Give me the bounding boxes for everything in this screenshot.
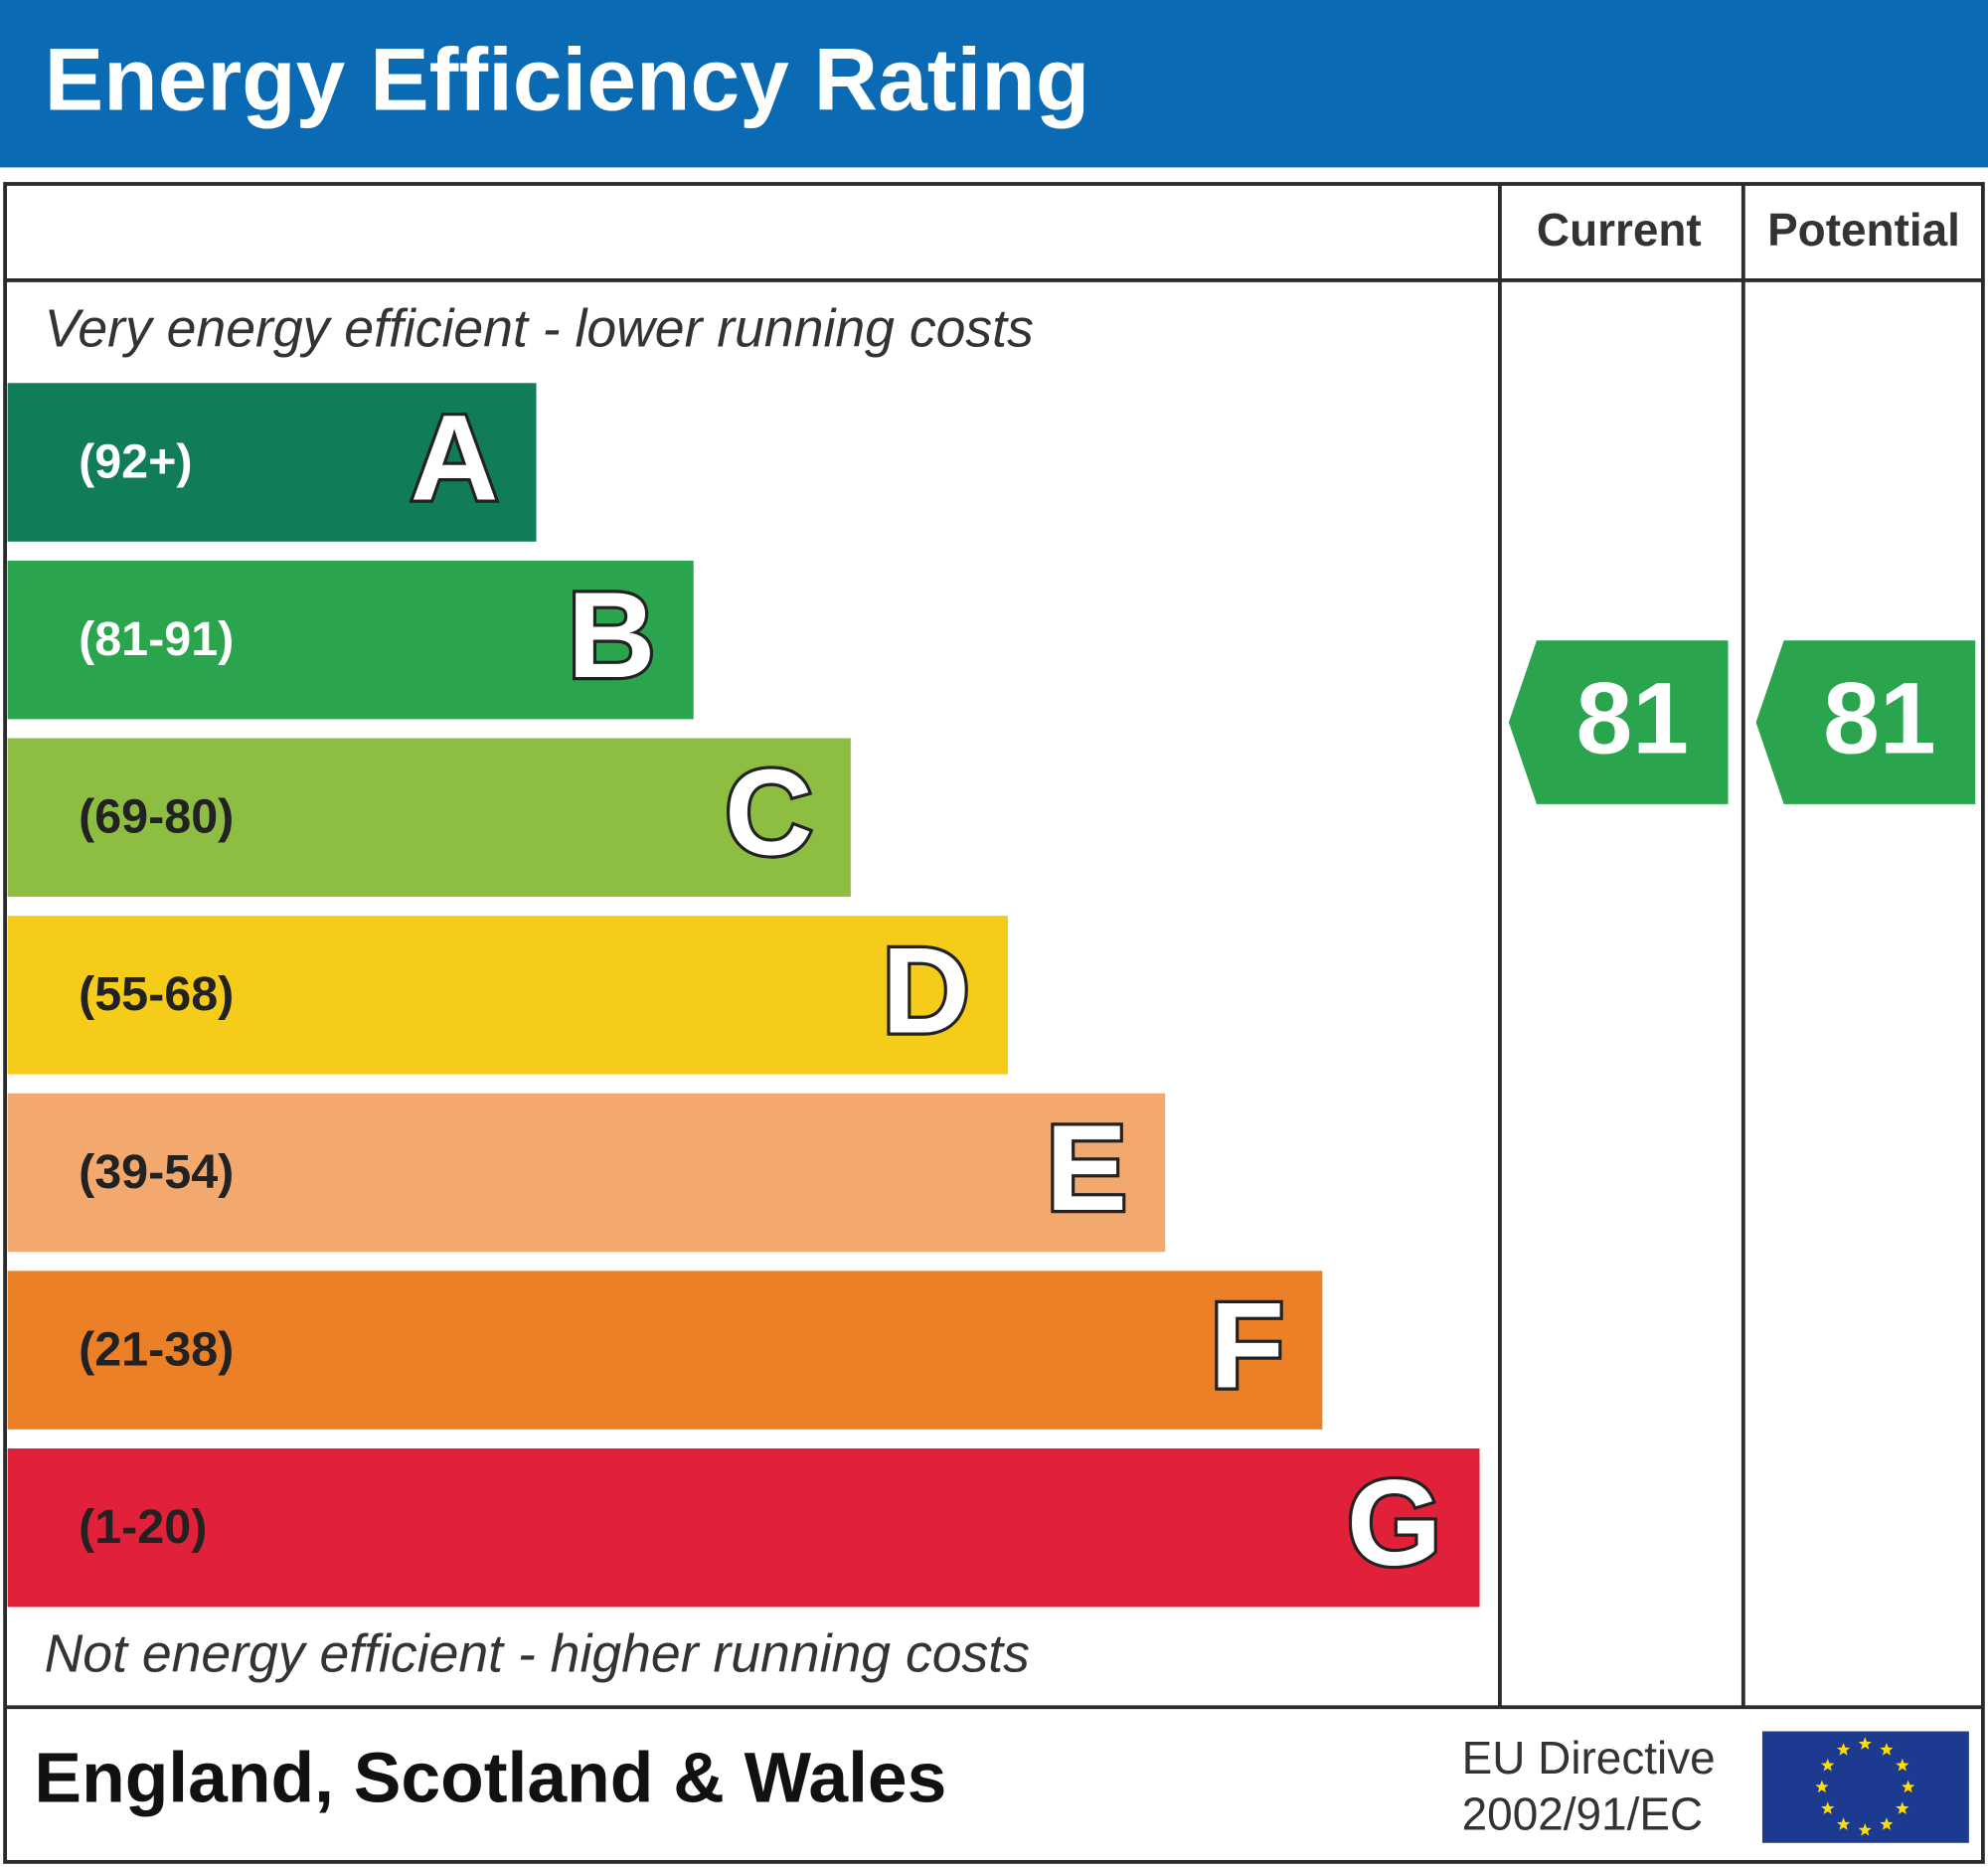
band-bar — [7, 1271, 1323, 1430]
band-range: (92+) — [79, 434, 192, 488]
region: England, Scotland & Wales — [34, 1739, 946, 1818]
band-bar — [7, 916, 1009, 1075]
band-letter: B — [568, 567, 655, 703]
eu-star — [1836, 1743, 1851, 1756]
header-bar — [0, 0, 1988, 168]
eu-flag — [1761, 1731, 1969, 1843]
eu-star — [1880, 1743, 1894, 1756]
eu-star — [1821, 1801, 1835, 1814]
band-range: (1-20) — [79, 1500, 207, 1554]
eu-star — [1836, 1817, 1851, 1830]
band-letter: E — [1046, 1100, 1127, 1236]
directive: EU Directive — [1462, 1732, 1716, 1783]
eu-star — [1896, 1758, 1909, 1772]
rating-value: 81 — [1575, 661, 1689, 774]
band-letter: G — [1347, 1454, 1441, 1591]
band-range: (69-80) — [79, 790, 234, 844]
band-letter: A — [411, 389, 498, 525]
column-header: Potential — [1767, 204, 1960, 255]
frame — [3, 182, 1985, 1864]
band-range: (55-68) — [79, 967, 234, 1021]
eu-star — [1821, 1758, 1835, 1772]
rating-arrow — [1755, 640, 1976, 804]
band-letter: F — [1210, 1277, 1284, 1414]
eu-star — [1815, 1780, 1829, 1793]
band-bar — [7, 738, 851, 898]
band-letter: C — [725, 745, 812, 881]
title: Energy Efficiency Rating — [45, 29, 1090, 128]
directive: 2002/91/EC — [1462, 1787, 1703, 1839]
rating-value: 81 — [1823, 661, 1936, 774]
band-range: (39-54) — [79, 1145, 234, 1199]
rating-arrow — [1508, 640, 1729, 804]
band-bar — [7, 1093, 1166, 1253]
eu-star — [1858, 1822, 1872, 1836]
eu-star — [1902, 1780, 1915, 1793]
band-letter: D — [882, 922, 969, 1058]
eu-star — [1896, 1801, 1909, 1814]
band-bar — [7, 383, 537, 542]
band-range: (21-38) — [79, 1322, 234, 1376]
eu-star — [1880, 1817, 1894, 1830]
eu-star — [1858, 1737, 1872, 1750]
band-bar — [7, 560, 694, 720]
band-range: (81-91) — [79, 612, 234, 666]
bottom-note: Not energy efficient - higher running co… — [45, 1625, 1030, 1684]
column-header: Current — [1537, 204, 1702, 255]
band-bar — [7, 1447, 1480, 1608]
top-note: Very energy efficient - lower running co… — [45, 299, 1034, 358]
